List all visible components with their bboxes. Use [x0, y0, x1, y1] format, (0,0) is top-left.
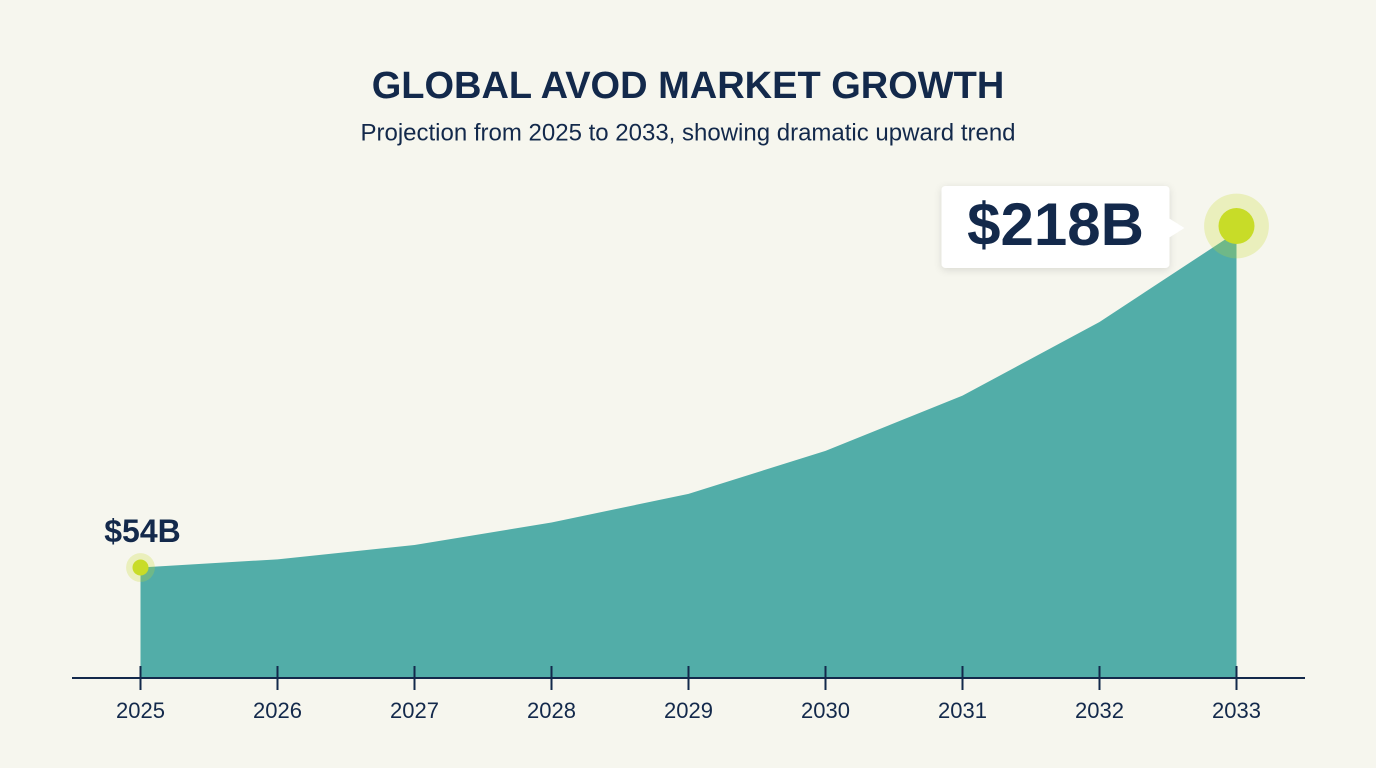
callout-box — [941, 185, 1170, 268]
x-tick-label: 2030 — [801, 698, 850, 723]
area — [140, 231, 1237, 679]
x-tick-label: 2031 — [938, 698, 987, 723]
x-tick-label: 2026 — [253, 698, 302, 723]
chart-subtitle: Projection from 2025 to 2033, showing dr… — [360, 119, 1015, 146]
value-callout: $218B — [941, 185, 1185, 268]
x-tick-label: 2027 — [390, 698, 439, 723]
x-tick-label: 2025 — [116, 698, 165, 723]
chart-title: GLOBAL AVOD MARKET GROWTH — [372, 65, 1005, 107]
x-tick-label: 2028 — [527, 698, 576, 723]
x-tick-label: 2032 — [1075, 698, 1124, 723]
value-label: $218B — [967, 191, 1144, 258]
marker — [1218, 207, 1255, 244]
x-tick-label: 2033 — [1212, 698, 1261, 723]
x-tick-label: 2029 — [664, 698, 713, 723]
callout-pointer — [1168, 217, 1185, 238]
marker — [132, 559, 149, 576]
value-label: $54B — [104, 513, 181, 549]
